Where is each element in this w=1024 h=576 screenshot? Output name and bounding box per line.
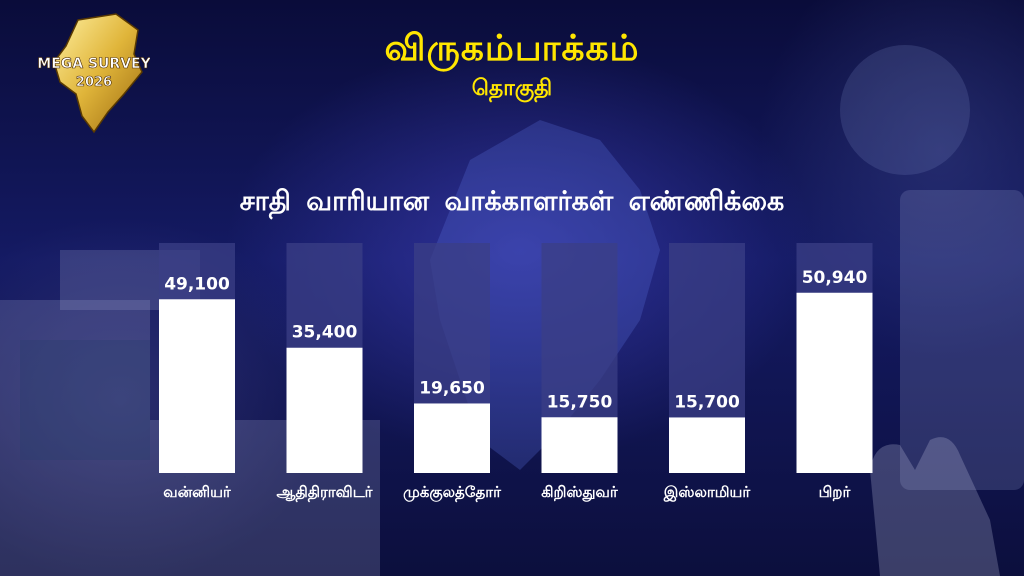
x-tick-label: பிறர் bbox=[819, 483, 852, 501]
x-tick-label: வன்னியர் bbox=[163, 483, 232, 501]
bar bbox=[796, 292, 873, 473]
data-label: 19,650 bbox=[419, 378, 485, 398]
logo-year: 2026 bbox=[76, 75, 112, 90]
bar bbox=[159, 299, 235, 473]
chart-title: சாதி வாரியான வாக்காளர்கள் எண்ணிக்கை bbox=[239, 186, 785, 217]
tamilnadu-map-icon bbox=[53, 13, 143, 134]
logo-text: MEGA SURVEY bbox=[38, 56, 150, 72]
x-tick-label: இஸ்லாமியர் bbox=[663, 483, 752, 502]
bar bbox=[286, 347, 363, 473]
x-tick-label: ஆதிதிராவிடர் bbox=[277, 483, 374, 502]
x-tick-label: கிறிஸ்துவர் bbox=[541, 483, 619, 502]
data-label: 49,100 bbox=[164, 274, 230, 294]
data-label: 15,750 bbox=[547, 392, 613, 412]
hand-silhouette bbox=[870, 437, 1000, 576]
constituency-subtitle: தொகுதி bbox=[471, 76, 553, 101]
data-label: 15,700 bbox=[674, 392, 740, 412]
data-label: 35,400 bbox=[292, 323, 358, 343]
voting-machine-silhouette bbox=[840, 45, 1024, 490]
mega-survey-logo: MEGA SURVEY 2026 bbox=[38, 13, 150, 134]
bar bbox=[414, 403, 490, 473]
constituency-title: விருகம்பாக்கம் bbox=[384, 28, 640, 69]
bar bbox=[669, 417, 745, 473]
x-tick-label: முக்குலத்தோர் bbox=[403, 483, 502, 502]
bar bbox=[541, 417, 618, 473]
data-label: 50,940 bbox=[802, 268, 868, 288]
